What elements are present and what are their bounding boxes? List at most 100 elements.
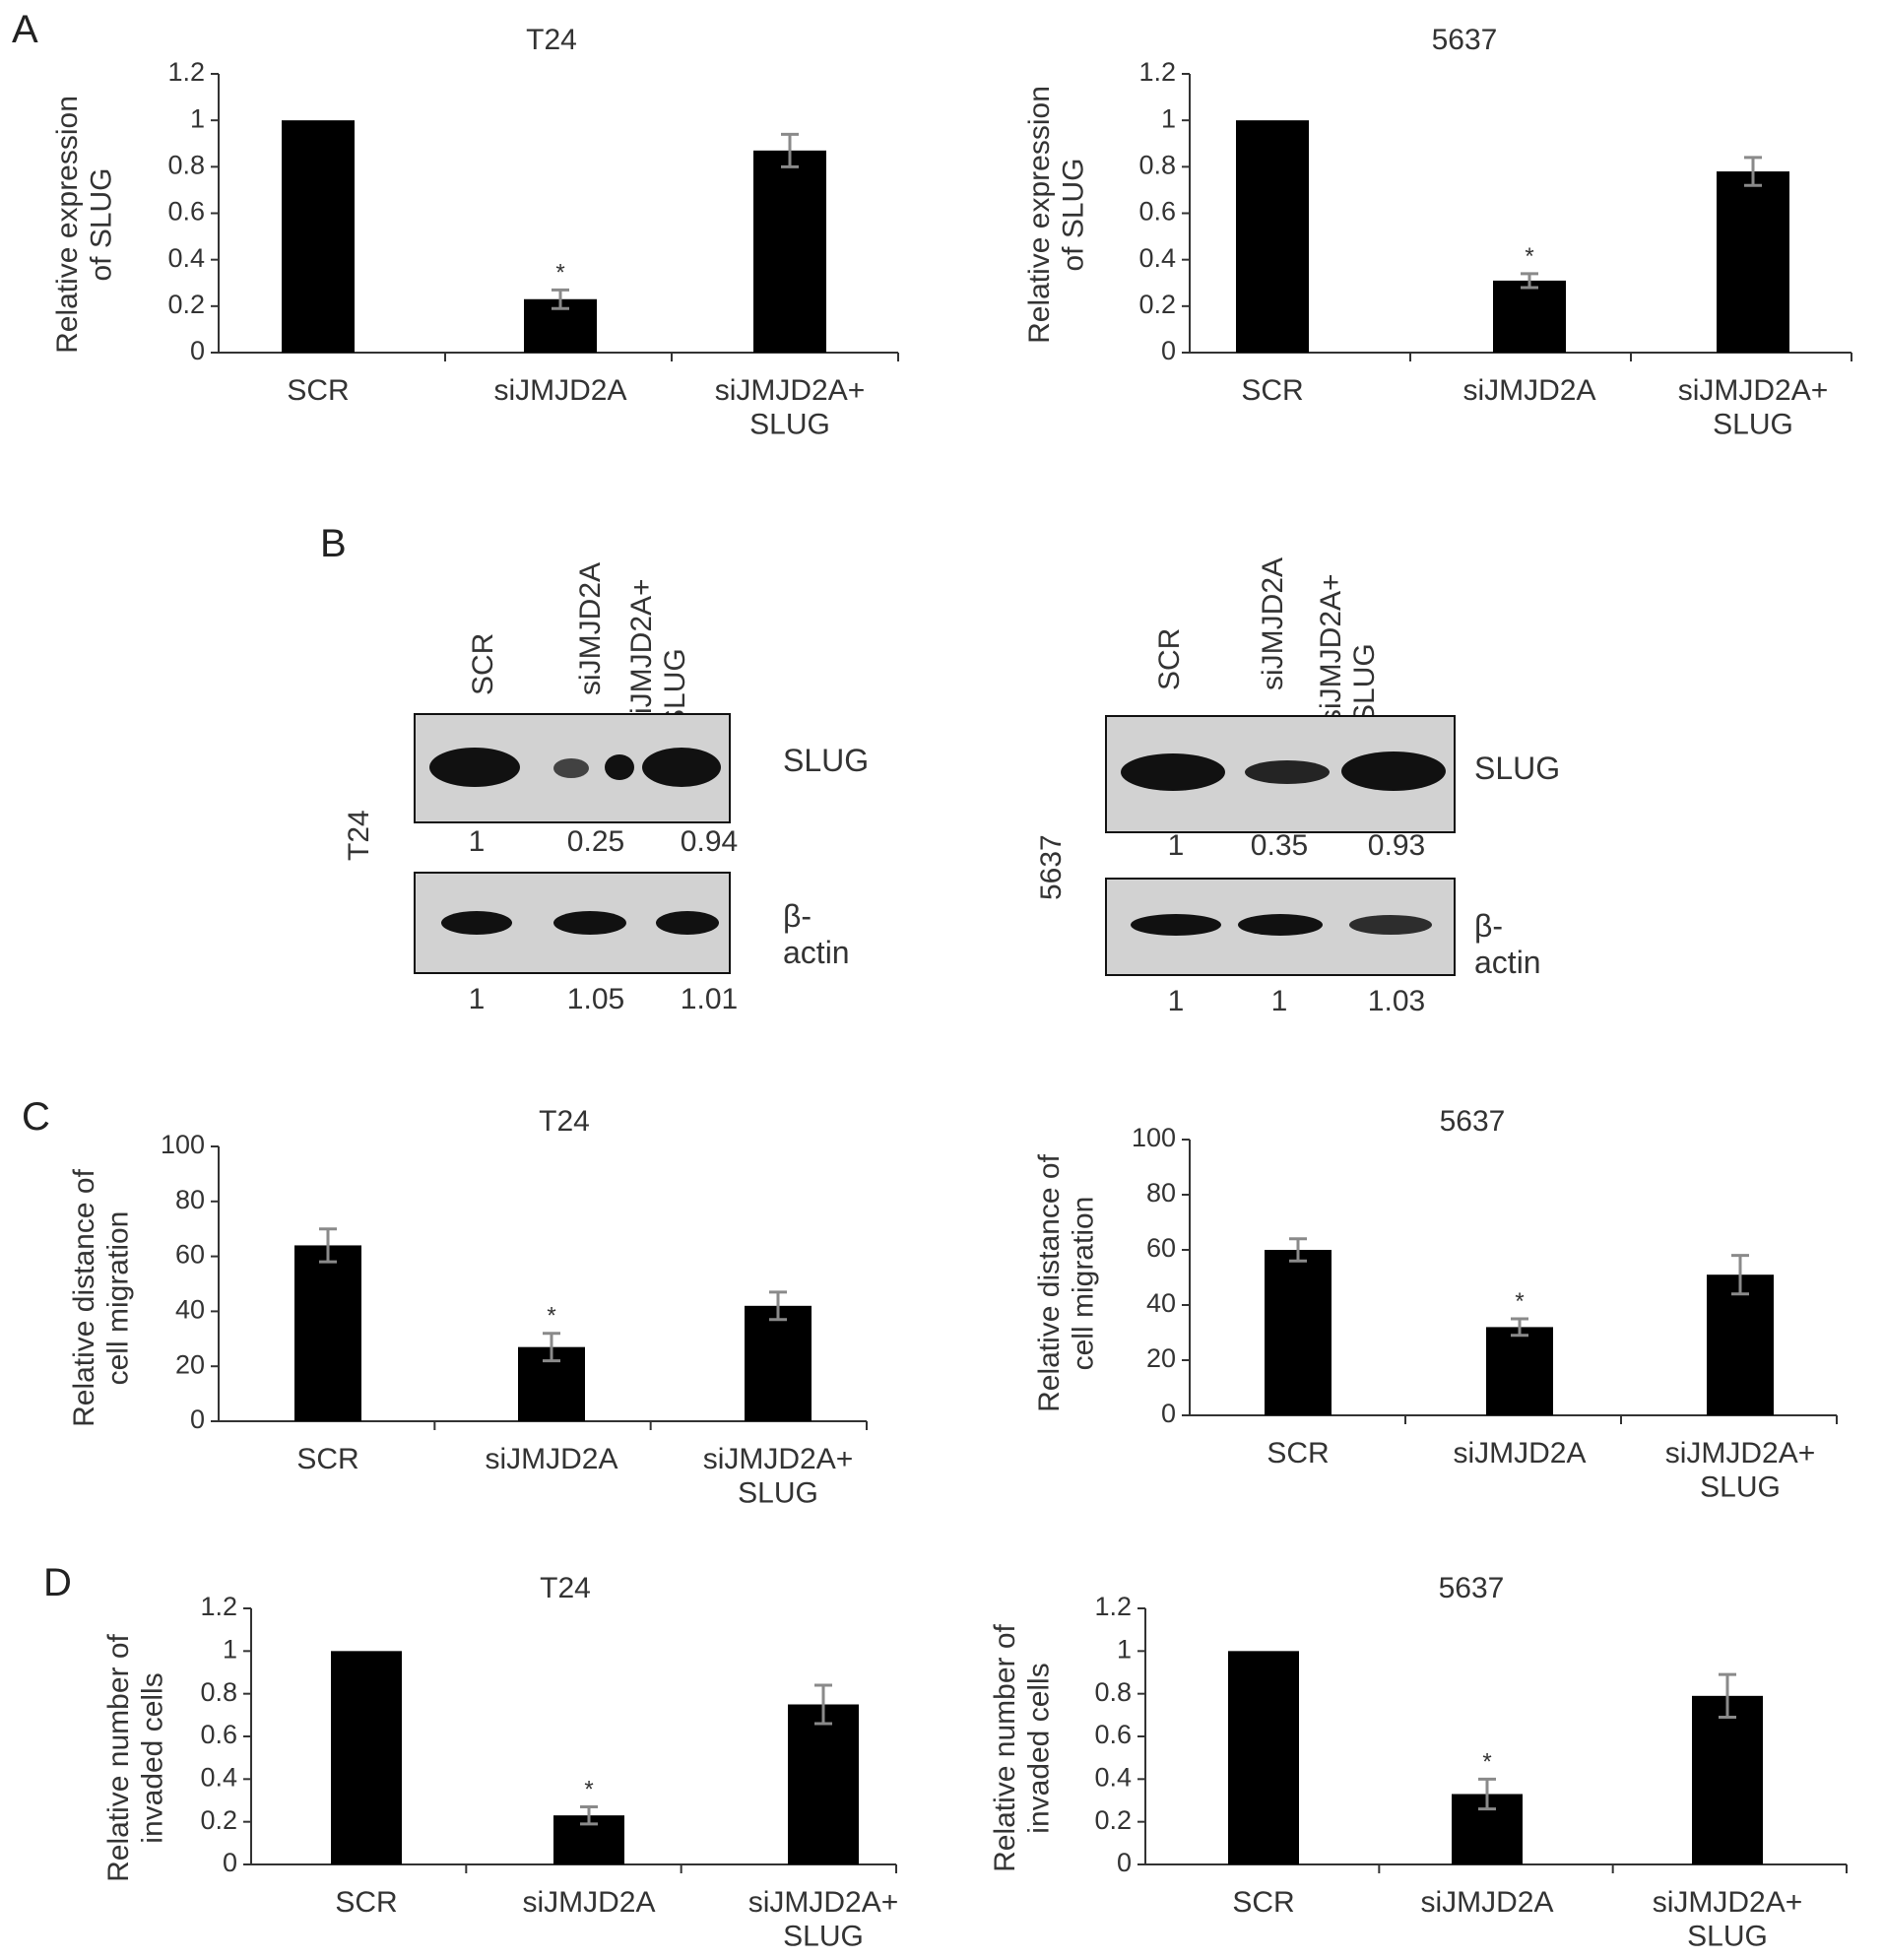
y-tick-label: 0.6: [1094, 1720, 1132, 1749]
x-category-label: siJMJD2A: [493, 374, 626, 407]
actin-label: β-actin: [783, 898, 850, 970]
actin-band-scr: [441, 911, 512, 935]
y-tick-label: 0.4: [167, 243, 205, 273]
lane-label-scr: SCR: [1153, 627, 1186, 690]
slug-blot-box: [414, 713, 731, 823]
y-tick-label: 1.2: [200, 1592, 237, 1621]
y-tick-label: 0: [223, 1848, 237, 1877]
slug-quant-scr: 1: [1167, 829, 1185, 862]
y-tick-label: 60: [175, 1240, 205, 1270]
x-category-label: siJMJD2A+ SLUG: [703, 1443, 854, 1510]
cell-line-label-5637: 5637: [1035, 834, 1068, 900]
y-tick-label: 100: [1132, 1123, 1176, 1152]
y-tick-label: 0.8: [167, 150, 205, 179]
slug-label: SLUG: [783, 743, 870, 778]
y-tick-label: 0.4: [1138, 243, 1176, 273]
y-tick-label: 80: [175, 1185, 205, 1214]
chart-title: 5637: [1432, 24, 1498, 56]
bar: [1707, 1274, 1774, 1415]
bar: [1717, 171, 1789, 353]
slug-quant-sijmjd2a-slug: 0.94: [680, 825, 739, 858]
chart-title: 5637: [1440, 1105, 1506, 1138]
x-category-label: siJMJD2A: [485, 1443, 617, 1475]
slug-quant-sijmjd2a: 0.35: [1250, 829, 1309, 862]
x-category-label: siJMJD2A+ SLUG: [715, 374, 866, 441]
y-axis-label: Relative distance ofcell migration: [1033, 1153, 1100, 1411]
y-axis-label: Relative number ofinvaded cells: [989, 1623, 1056, 1871]
y-tick-label: 0.4: [1094, 1762, 1132, 1792]
actin-band-sijmjd2a: [553, 911, 626, 935]
actin-quant-scr: 1: [1167, 985, 1185, 1017]
y-tick-label: 0.4: [200, 1762, 237, 1792]
y-tick-label: 0: [1117, 1848, 1132, 1877]
y-tick-label: 0.2: [1138, 290, 1176, 319]
bar: [282, 120, 355, 354]
y-tick-label: 20: [175, 1349, 205, 1379]
x-category-label: SCR: [287, 374, 349, 407]
actin-blot-box: [1105, 878, 1456, 976]
significance-marker: *: [1515, 1288, 1524, 1315]
x-category-label: siJMJD2A: [1453, 1437, 1586, 1470]
panel-letter-a: A: [12, 8, 38, 51]
x-category-label: SCR: [1241, 374, 1303, 407]
slug-quant-scr: 1: [468, 825, 486, 858]
y-tick-label: 60: [1146, 1233, 1176, 1263]
y-tick-label: 20: [1146, 1343, 1176, 1373]
x-category-label: siJMJD2A: [1462, 374, 1595, 407]
bar: [1228, 1651, 1299, 1864]
x-category-label: siJMJD2A+ SLUG: [1678, 374, 1829, 441]
y-axis-label: Relative distance ofcell migration: [68, 1168, 135, 1426]
panel-letter-b: B: [320, 522, 347, 565]
panel-letter-d: D: [43, 1561, 72, 1604]
y-axis-label: Relative number ofinvaded cells: [102, 1633, 169, 1881]
bar: [331, 1651, 402, 1864]
x-category-label: SCR: [296, 1443, 358, 1475]
actin-band-sijmjd2a-slug: [656, 911, 719, 935]
actin-quant-sijmjd2a: 1.05: [566, 983, 625, 1015]
lane-label-sijmjd2a: siJMJD2A: [1257, 556, 1289, 690]
significance-marker: *: [547, 1303, 555, 1330]
bar: [753, 150, 826, 353]
slug-band-sijmjd2a-slug: [642, 748, 721, 787]
chart-title: T24: [526, 24, 577, 56]
x-category-label: siJMJD2A+ SLUG: [1665, 1437, 1816, 1504]
slug-band-scr: [1121, 753, 1225, 791]
actin-quant-scr: 1: [468, 983, 486, 1015]
y-tick-label: 0: [1161, 336, 1176, 365]
lane-label-sijmjd2a: siJMJD2A: [574, 561, 607, 695]
y-tick-label: 0.2: [200, 1805, 237, 1835]
y-axis-label: Relative expressionof SLUG: [51, 96, 118, 354]
y-tick-label: 80: [1146, 1178, 1176, 1208]
bar: [1692, 1695, 1763, 1864]
chart-title: T24: [539, 1105, 590, 1138]
y-axis-label: Relative expressionof SLUG: [1023, 86, 1090, 344]
y-tick-label: 1: [190, 103, 205, 133]
y-tick-label: 0: [190, 336, 205, 365]
y-tick-label: 0.2: [1094, 1805, 1132, 1835]
y-tick-label: 0.8: [1138, 150, 1176, 179]
lane-label-sijmjd2a-slug: siJMJD2A+ SLUG: [1315, 573, 1381, 724]
lane-label-sijmjd2a-slug: siJMJD2A+ SLUG: [625, 578, 691, 729]
bar: [1236, 120, 1309, 354]
y-tick-label: 0.6: [1138, 197, 1176, 227]
cell-line-label-t24: T24: [343, 810, 375, 861]
panel-letter-c: C: [22, 1095, 50, 1139]
y-tick-label: 1.2: [1094, 1592, 1132, 1621]
y-tick-label: 0: [190, 1405, 205, 1434]
bar: [1265, 1250, 1332, 1415]
chart-title: T24: [540, 1572, 591, 1604]
x-category-label: siJMJD2A: [1420, 1886, 1553, 1919]
x-category-label: siJMJD2A: [522, 1886, 655, 1919]
y-tick-label: 1: [1117, 1634, 1132, 1664]
slug-band-sijmjd2a: [553, 758, 589, 778]
y-tick-label: 0.6: [200, 1720, 237, 1749]
y-tick-label: 40: [1146, 1288, 1176, 1318]
actin-band-sijmjd2a: [1238, 914, 1323, 936]
slug-label: SLUG: [1474, 751, 1561, 786]
significance-marker: *: [1482, 1748, 1491, 1775]
significance-marker: *: [1525, 243, 1533, 270]
y-tick-label: 0.6: [167, 197, 205, 227]
x-category-label: SCR: [1232, 1886, 1294, 1919]
y-tick-label: 0: [1161, 1399, 1176, 1428]
